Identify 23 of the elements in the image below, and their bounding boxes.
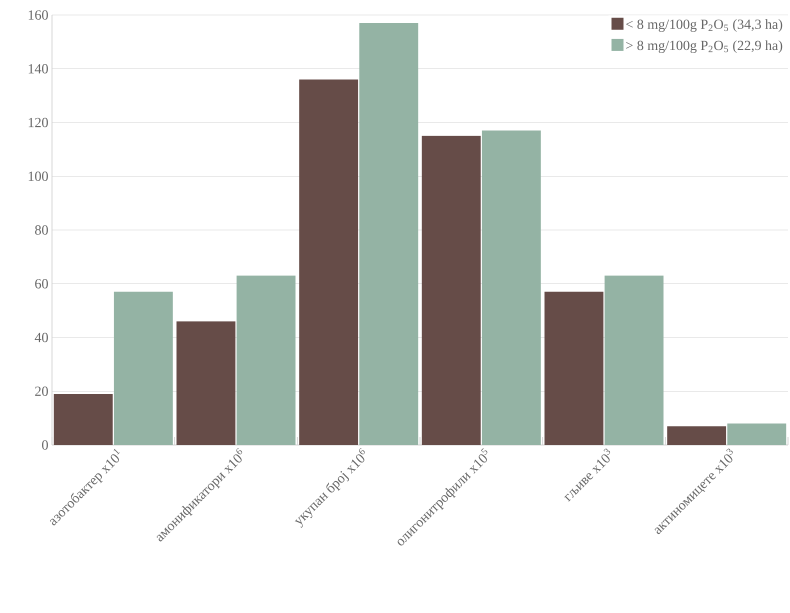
bar bbox=[54, 394, 113, 445]
bar bbox=[114, 292, 173, 445]
y-tick-label: 60 bbox=[35, 279, 48, 288]
y-tick-label: 100 bbox=[28, 172, 48, 181]
bar bbox=[544, 292, 604, 445]
bar bbox=[359, 23, 418, 445]
bar bbox=[667, 426, 726, 445]
bar bbox=[422, 136, 481, 445]
y-tick-label: 120 bbox=[28, 118, 48, 128]
y-tick-label: 0 bbox=[42, 440, 48, 450]
bar bbox=[727, 424, 786, 445]
bar bbox=[299, 79, 358, 445]
bar bbox=[176, 321, 236, 445]
bar bbox=[482, 130, 541, 445]
y-tick-label: 20 bbox=[35, 386, 48, 396]
y-tick-label: 40 bbox=[34, 332, 48, 342]
bar bbox=[604, 276, 664, 445]
legend-label: < 8 mg/100g P$_{2}$O$_{5}$ (34,3 ha) bbox=[626, 19, 782, 32]
y-tick-label: 140 bbox=[28, 64, 48, 74]
y-tick-label: 80 bbox=[35, 225, 48, 235]
legend-label: > 8 mg/100g P$_{2}$O$_{5}$ (22,9 ha) bbox=[626, 40, 782, 54]
y-tick-label: 160 bbox=[28, 10, 48, 20]
bar bbox=[236, 276, 296, 445]
